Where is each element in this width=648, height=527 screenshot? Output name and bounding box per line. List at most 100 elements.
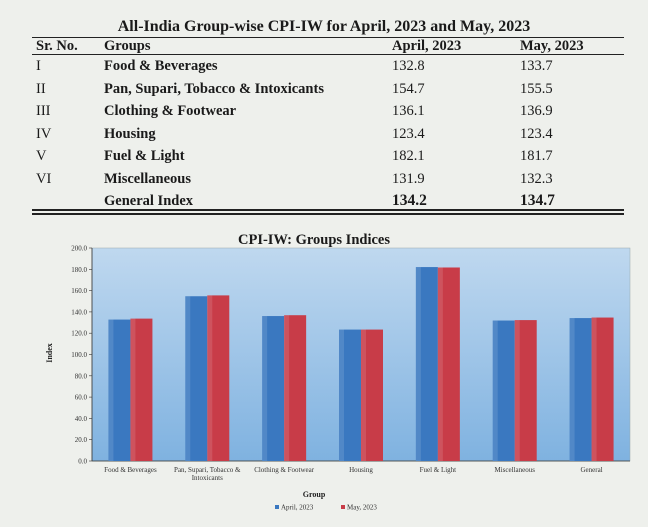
cell-group: Food & Beverages bbox=[104, 58, 218, 75]
legend-label: April, 2023 bbox=[281, 504, 314, 512]
bar-highlight bbox=[492, 320, 498, 461]
y-tick-label: 100.0 bbox=[71, 351, 87, 359]
table-row: II Pan, Supari, Tobacco & Intoxicants 154.… bbox=[32, 78, 624, 101]
bar-highlight bbox=[437, 267, 443, 461]
x-tick-label: Intoxicants bbox=[192, 474, 223, 482]
header-groups: Groups bbox=[100, 37, 388, 55]
cell-may: 136.9 bbox=[520, 103, 553, 120]
cpi-table: Sr. No. Groups April, 2023 May, 2023 I Fo… bbox=[32, 37, 624, 213]
x-tick-label: Fuel & Light bbox=[420, 466, 457, 474]
y-axis-label: Index bbox=[45, 343, 54, 363]
cell-april: 182.1 bbox=[392, 148, 425, 165]
x-tick-label: Miscellaneous bbox=[494, 466, 535, 474]
x-tick-label: Pan, Supari, Tobacco & bbox=[174, 466, 241, 474]
x-axis-label: Group bbox=[303, 490, 326, 499]
y-tick-label: 120.0 bbox=[71, 330, 87, 338]
y-tick-label: 180.0 bbox=[71, 266, 87, 274]
bar-may bbox=[591, 317, 614, 461]
bar-highlight bbox=[591, 317, 597, 461]
header-may: May, 2023 bbox=[516, 37, 624, 55]
cell-group: Miscellaneous bbox=[104, 170, 191, 187]
y-tick-label: 140.0 bbox=[71, 308, 87, 316]
bar-april bbox=[569, 318, 592, 461]
y-tick-label: 60.0 bbox=[75, 394, 88, 402]
bar-april bbox=[108, 319, 131, 461]
cell-may: 133.7 bbox=[520, 58, 553, 75]
bar-highlight bbox=[339, 329, 344, 461]
cell-group: Clothing & Footwear bbox=[104, 103, 237, 120]
legend-label: May, 2023 bbox=[347, 504, 377, 512]
cell-may: 134.7 bbox=[520, 192, 555, 210]
cell-sr-no: III bbox=[36, 103, 51, 120]
cell-april: 136.1 bbox=[392, 103, 425, 120]
legend: April, 2023 May, 2023 bbox=[275, 504, 377, 512]
bar-highlight bbox=[415, 267, 421, 461]
y-tick-label: 160.0 bbox=[71, 287, 87, 295]
bar-april bbox=[185, 296, 208, 461]
cell-april: 132.8 bbox=[392, 58, 425, 75]
cell-april: 154.7 bbox=[392, 80, 425, 97]
cell-april: 123.4 bbox=[392, 125, 425, 142]
bar-highlight bbox=[262, 316, 268, 461]
bar-highlight bbox=[361, 329, 366, 461]
cell-april: 134.2 bbox=[392, 192, 427, 210]
cell-april: 131.9 bbox=[392, 170, 425, 187]
bar-highlight bbox=[108, 319, 114, 461]
table-header-row: Sr. No. Groups April, 2023 May, 2023 bbox=[32, 37, 624, 55]
bar-highlight bbox=[569, 318, 575, 461]
tick-labels: 0.0 20.0 40.0 60.0 80.0 100.0 120.0 140.0 160.0 1… bbox=[71, 245, 602, 483]
bar-may bbox=[130, 318, 153, 461]
cell-sr-no: IV bbox=[36, 125, 52, 142]
bar-may bbox=[284, 315, 307, 461]
table-bottom-rule bbox=[32, 209, 624, 211]
cell-sr-no: V bbox=[36, 148, 47, 165]
cell-group: Housing bbox=[104, 125, 156, 142]
bar-may bbox=[437, 267, 460, 461]
bar-highlight bbox=[185, 296, 191, 461]
bar-may bbox=[361, 329, 383, 461]
cell-may: 181.7 bbox=[520, 148, 553, 165]
y-tick-label: 0.0 bbox=[78, 458, 87, 466]
bar-april bbox=[262, 316, 285, 461]
legend-swatch bbox=[341, 505, 345, 509]
bar-may bbox=[514, 320, 537, 461]
legend-swatch bbox=[275, 505, 279, 509]
bar-may bbox=[207, 295, 230, 461]
cell-may: 123.4 bbox=[520, 125, 553, 142]
y-tick-label: 80.0 bbox=[75, 372, 88, 380]
cell-sr-no: VI bbox=[36, 170, 52, 187]
table-row: V Fuel & Light 182.1 181.7 bbox=[32, 145, 624, 168]
x-tick-label: Food & Beverages bbox=[104, 466, 157, 474]
header-april: April, 2023 bbox=[388, 37, 516, 55]
table-row-total: General Index 134.2 134.7 bbox=[32, 190, 624, 213]
table-bottom-rule bbox=[32, 213, 624, 215]
bars bbox=[108, 267, 614, 461]
y-tick-label: 20.0 bbox=[75, 436, 88, 444]
bar-highlight bbox=[514, 320, 520, 461]
table-title: All-India Group-wise CPI-IW for April, 2… bbox=[117, 18, 531, 35]
cell-sr-no: II bbox=[36, 80, 46, 97]
bar-april bbox=[339, 329, 361, 461]
y-tick-label: 40.0 bbox=[75, 415, 88, 423]
table-row: III Clothing & Footwear 136.1 136.9 bbox=[32, 100, 624, 123]
cell-may: 132.3 bbox=[520, 170, 553, 187]
y-tick-label: 200.0 bbox=[71, 245, 87, 253]
cell-group: Fuel & Light bbox=[104, 148, 185, 165]
chart-title: CPI-IW: Groups Indices bbox=[238, 232, 390, 248]
bar-april bbox=[415, 267, 438, 461]
x-tick-label: Housing bbox=[349, 466, 373, 474]
cell-sr-no: I bbox=[36, 58, 41, 75]
bar-highlight bbox=[284, 315, 290, 461]
header-sr-no: Sr. No. bbox=[32, 37, 100, 55]
table-row: I Food & Beverages 132.8 133.7 bbox=[32, 55, 624, 78]
cell-may: 155.5 bbox=[520, 80, 553, 97]
table-body: I Food & Beverages 132.8 133.7 II Pan, Supari… bbox=[32, 55, 624, 213]
cell-group: General Index bbox=[104, 193, 194, 210]
bar-april bbox=[492, 320, 515, 461]
cell-group: Pan, Supari, Tobacco & Intoxicants bbox=[104, 80, 324, 97]
bar-highlight bbox=[130, 318, 136, 461]
table-row: VI Miscellaneous 131.9 132.3 bbox=[32, 168, 624, 191]
table-row: IV Housing 123.4 123.4 bbox=[32, 123, 624, 146]
x-tick-label: General bbox=[580, 466, 602, 474]
groups-indices-chart: CPI-IW: Groups Indices 0.0 20.0 40.0 60.0 80… bbox=[45, 232, 631, 512]
